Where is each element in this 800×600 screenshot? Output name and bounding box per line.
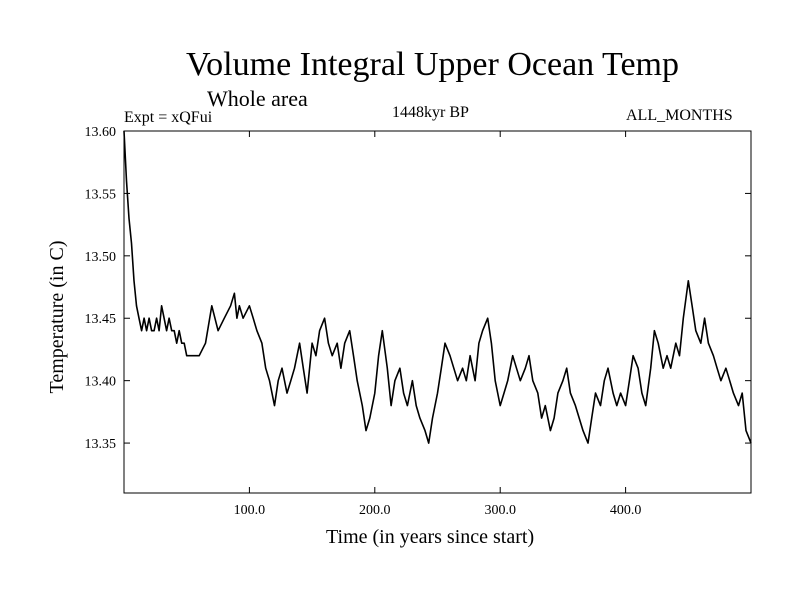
months-label: ALL_MONTHS — [626, 107, 733, 124]
chart-title: Volume Integral Upper Ocean Temp — [186, 46, 679, 83]
y-tick-label: 13.55 — [85, 187, 117, 202]
y-tick-label: 13.45 — [85, 312, 117, 327]
x-tick-label: 400.0 — [610, 503, 642, 518]
x-tick-label: 200.0 — [359, 503, 391, 518]
experiment-label: Expt = xQFui — [124, 109, 213, 126]
y-tick-label: 13.40 — [85, 375, 117, 390]
y-tick-label: 13.50 — [85, 250, 117, 265]
period-label: 1448kyr BP — [392, 104, 469, 121]
x-tick-label: 100.0 — [234, 503, 266, 518]
plot-frame — [123, 130, 752, 494]
chart-subtitle: Whole area — [207, 86, 308, 111]
y-tick-label: 13.35 — [85, 437, 117, 452]
x-tick-label: 300.0 — [484, 503, 516, 518]
x-axis-label: Time (in years since start) — [326, 526, 535, 548]
y-tick-label: 13.60 — [85, 125, 117, 140]
series-line-temperature — [123, 130, 752, 444]
